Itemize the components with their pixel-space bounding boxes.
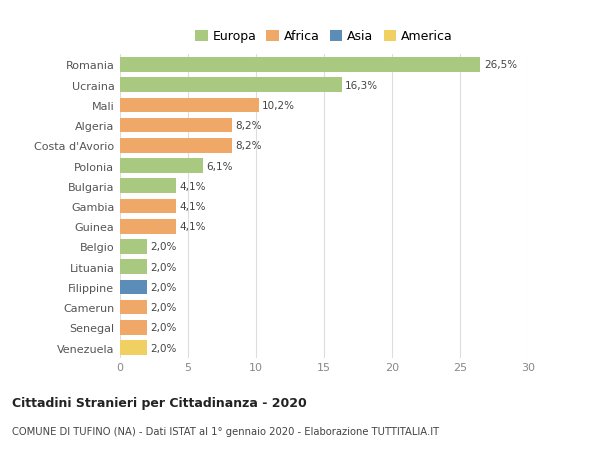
Text: 2,0%: 2,0% (151, 323, 177, 333)
Text: 2,0%: 2,0% (151, 343, 177, 353)
Bar (120, 280, 147, 295)
Bar (120, 240, 147, 254)
Bar (120, 260, 147, 274)
Bar (120, 139, 232, 153)
Text: 26,5%: 26,5% (484, 60, 517, 70)
Text: 10,2%: 10,2% (262, 101, 295, 111)
Text: 8,2%: 8,2% (235, 141, 262, 151)
Bar (120, 300, 147, 315)
Text: 16,3%: 16,3% (345, 80, 378, 90)
Text: 2,0%: 2,0% (151, 302, 177, 313)
Text: Cittadini Stranieri per Cittadinanza - 2020: Cittadini Stranieri per Cittadinanza - 2… (12, 396, 307, 409)
Text: COMUNE DI TUFINO (NA) - Dati ISTAT al 1° gennaio 2020 - Elaborazione TUTTITALIA.: COMUNE DI TUFINO (NA) - Dati ISTAT al 1°… (12, 426, 439, 436)
Bar (120, 98, 259, 113)
Bar (120, 58, 481, 73)
Bar (120, 341, 147, 355)
Text: 2,0%: 2,0% (151, 242, 177, 252)
Bar (120, 199, 176, 214)
Text: 6,1%: 6,1% (206, 161, 233, 171)
Text: 4,1%: 4,1% (179, 202, 206, 212)
Text: 2,0%: 2,0% (151, 262, 177, 272)
Text: 4,1%: 4,1% (179, 222, 206, 232)
Bar (120, 179, 176, 194)
Bar (120, 320, 147, 335)
Text: 8,2%: 8,2% (235, 121, 262, 131)
Bar (120, 78, 341, 93)
Text: 2,0%: 2,0% (151, 282, 177, 292)
Bar (120, 219, 176, 234)
Bar (120, 118, 232, 133)
Text: 4,1%: 4,1% (179, 181, 206, 191)
Bar (120, 159, 203, 174)
Legend: Europa, Africa, Asia, America: Europa, Africa, Asia, America (193, 28, 455, 46)
